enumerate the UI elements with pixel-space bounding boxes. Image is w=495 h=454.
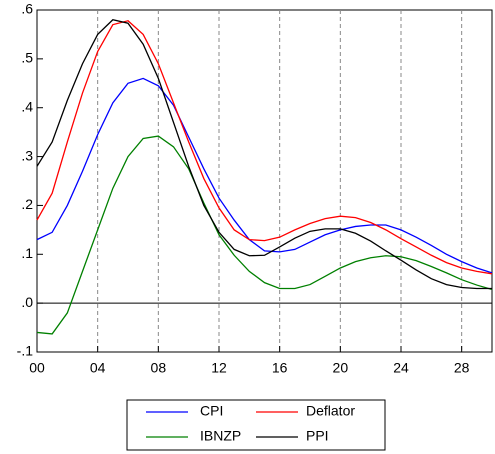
y-tick-label: .4 bbox=[21, 98, 33, 114]
x-tick-label: 00 bbox=[29, 360, 45, 376]
x-tick-label: 16 bbox=[272, 360, 288, 376]
x-tick-label: 08 bbox=[151, 360, 167, 376]
legend-box bbox=[126, 399, 386, 451]
plot-frame bbox=[36, 9, 493, 353]
series-line bbox=[36, 77, 493, 274]
y-tick-label: .0 bbox=[21, 294, 33, 310]
y-tick-label: .1 bbox=[21, 245, 33, 261]
legend-label: PPI bbox=[306, 428, 329, 444]
y-tick-label: .5 bbox=[21, 50, 33, 66]
y-tick-label: .6 bbox=[21, 1, 33, 17]
x-tick-label: 20 bbox=[333, 360, 349, 376]
y-tick-label: .2 bbox=[21, 196, 33, 212]
series-line bbox=[36, 19, 492, 290]
series-line bbox=[36, 20, 493, 275]
legend-label: IBNZP bbox=[200, 428, 241, 444]
y-tick-label: -.1 bbox=[17, 343, 34, 359]
series-line bbox=[36, 135, 493, 335]
x-tick-label: 24 bbox=[393, 360, 409, 376]
y-tick-label: .3 bbox=[21, 147, 33, 163]
legend-label: Deflator bbox=[306, 403, 355, 419]
legend-label: CPI bbox=[200, 403, 223, 419]
x-tick-label: 28 bbox=[454, 360, 470, 376]
x-tick-label: 12 bbox=[211, 360, 227, 376]
x-tick-label: 04 bbox=[90, 360, 106, 376]
